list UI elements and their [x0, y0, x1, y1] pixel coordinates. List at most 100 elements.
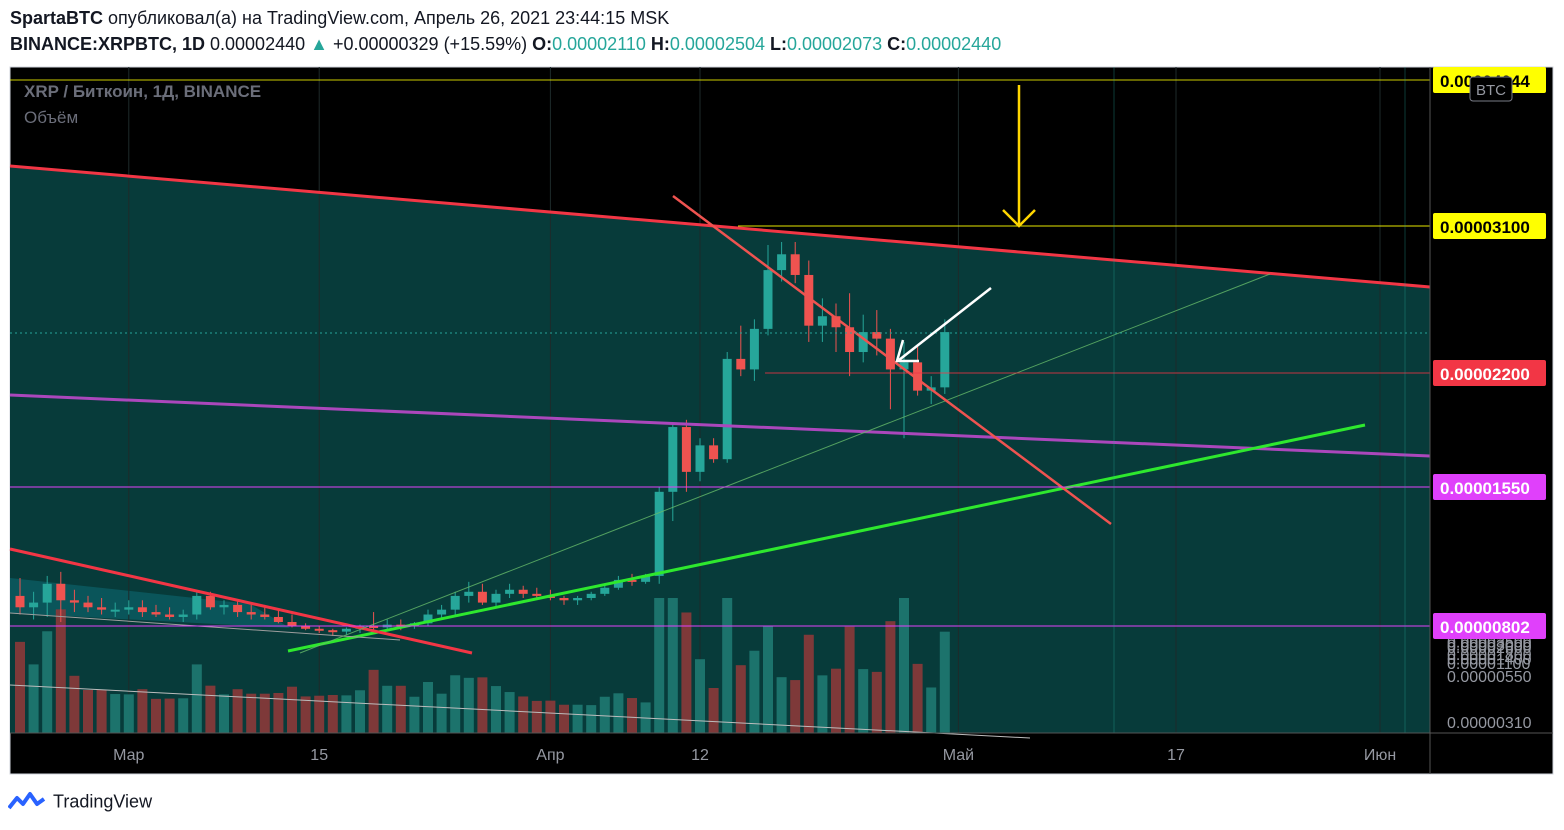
price-axis[interactable]: 0.000035000.000030000.000026000.00001800… [1447, 634, 1532, 732]
volume-bar [55, 609, 66, 733]
candle-body [328, 630, 338, 633]
price-tick-label: 0.00000310 [1447, 715, 1532, 732]
candle-body [858, 332, 868, 353]
volume-bar [42, 631, 53, 733]
price-tag [1433, 213, 1546, 239]
volume-bar [681, 612, 692, 733]
candle-body [287, 622, 297, 627]
candle-body [450, 595, 460, 610]
time-tick-label: 12 [691, 747, 709, 764]
white-pointer-arrow[interactable] [895, 287, 992, 363]
candle-body [246, 612, 256, 615]
green-support-line[interactable] [287, 423, 1366, 653]
volume-bar [776, 677, 787, 733]
price-chart[interactable]: XRP / Биткоин, 1Д, BINANCE Объём 0.00003… [0, 0, 1564, 790]
volume-bar [164, 698, 175, 733]
volume-bar [844, 626, 855, 733]
volume-trend-line[interactable] [9, 684, 1031, 739]
volume-bar [912, 663, 923, 733]
candle-body [83, 602, 93, 608]
volume-bars [15, 598, 950, 733]
candle-body [29, 602, 39, 608]
volume-bar [599, 696, 610, 733]
volume-bar [205, 685, 216, 733]
candle-body [97, 607, 107, 610]
price-tick-label: 0.00001400 [1447, 652, 1532, 669]
author-name[interactable]: SpartaBTC [10, 8, 104, 28]
candle-body [831, 316, 841, 328]
volume-bar [654, 598, 665, 733]
candle-body [695, 445, 705, 472]
candle-body [15, 595, 25, 608]
close-label: C: [882, 34, 907, 54]
candle-body [260, 614, 270, 617]
yellow-down-arrow[interactable] [1002, 85, 1036, 228]
candle-body [804, 274, 814, 326]
candle-body [518, 589, 528, 594]
price-tag-label: 0.00001550 [1440, 479, 1530, 498]
candle-body [369, 626, 379, 629]
volume-bar [613, 693, 624, 733]
change-value: +0.00000329 (+15.59%) [332, 34, 528, 54]
candle-body [885, 338, 895, 370]
price-tag-label: 0.00000802 [1440, 618, 1530, 637]
open-label: O: [527, 34, 553, 54]
wedge-resistance-line[interactable] [9, 547, 473, 655]
currency-label: BTC [1476, 82, 1506, 99]
last-price: 0.00002440 [205, 34, 306, 54]
volume-bar [191, 664, 202, 733]
candle-body [151, 612, 161, 615]
close-value: 0.00002440 [906, 34, 1002, 54]
candle-body [641, 575, 651, 582]
candle-body [790, 254, 800, 275]
brand-label: TradingView [53, 791, 153, 812]
volume-bar [749, 650, 760, 733]
currency-badge[interactable]: BTC [1469, 76, 1513, 102]
channel-top-resistance-line[interactable] [9, 164, 1431, 289]
candle-body [845, 327, 855, 353]
channel-fill [10, 166, 1430, 733]
volume-indicator-label: Объём [24, 108, 78, 127]
purple-trend-line[interactable] [9, 393, 1431, 458]
candle-body [763, 270, 773, 329]
candle-body [681, 427, 691, 472]
candle-body [899, 362, 909, 370]
candle-body [722, 358, 732, 460]
volume-bar [858, 669, 869, 733]
price-tag [1433, 613, 1546, 639]
tradingview-brand[interactable]: TradingView [7, 790, 153, 814]
candle-body [437, 609, 447, 615]
volume-bar [178, 698, 189, 733]
symbol-ohlc-line: BINANCE:XRPBTC, 1D 0.00002440 ▲ +0.00000… [10, 34, 1001, 55]
thin-green-trend-line[interactable] [299, 273, 1271, 654]
volume-bar [137, 689, 148, 733]
time-axis[interactable]: Мар 15 Апр 12 Май 17 Июн [113, 747, 1396, 764]
symbol-label: BINANCE:XRPBTC, 1D [10, 34, 206, 54]
price-tag-label: 0.00002200 [1440, 365, 1530, 384]
candle-body [668, 427, 678, 492]
candle-body [341, 628, 351, 632]
candle-body [600, 587, 610, 594]
volume-bar [572, 704, 583, 733]
descending-breakout-line[interactable] [672, 194, 1112, 526]
time-tick-label: Мар [113, 747, 144, 764]
price-tag [1433, 474, 1546, 500]
volume-bar [831, 668, 841, 733]
open-value: 0.00002110 [552, 34, 646, 54]
volume-bar [232, 689, 243, 733]
candle-body [273, 616, 283, 622]
candle-body [301, 626, 311, 629]
price-tick-label: 0.00003000 [1447, 637, 1532, 654]
price-tick-label: 0.00002600 [1447, 640, 1532, 657]
volume-bar [69, 675, 80, 733]
volume-bar [817, 675, 828, 733]
price-tick-label: 0.00001800 [1447, 647, 1532, 664]
time-tick-label: 17 [1167, 747, 1185, 764]
candle-body [42, 583, 52, 603]
volume-bar [667, 598, 678, 733]
candle-body [872, 332, 882, 339]
volume-bar [763, 625, 773, 733]
volume-bar [300, 696, 311, 733]
volume-bar [491, 686, 501, 733]
volume-bar [368, 669, 379, 733]
